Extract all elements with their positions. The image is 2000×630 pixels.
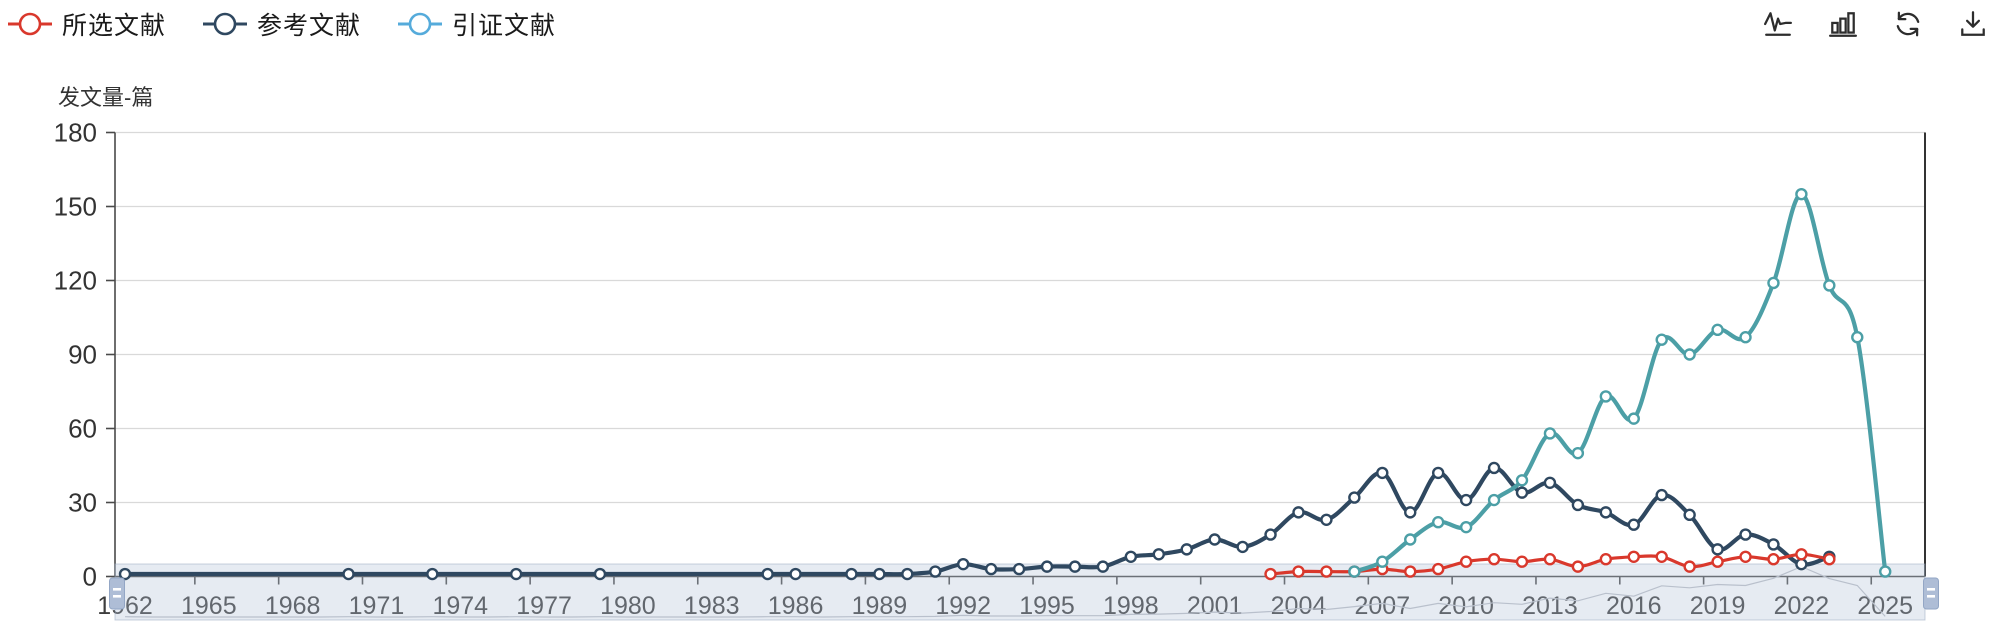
x-tick-label: 2019 — [1690, 592, 1746, 620]
legend-label: 引证文献 — [452, 12, 557, 40]
x-tick-label: 1986 — [768, 592, 824, 620]
x-tick-label: 2010 — [1438, 592, 1494, 620]
x-tick-label: 2001 — [1187, 592, 1243, 620]
x-tick-label: 1983 — [684, 592, 740, 620]
y-tick-label: 120 — [54, 266, 97, 296]
legend-marker-icon — [8, 12, 52, 36]
refresh-icon[interactable] — [1891, 6, 1925, 42]
x-tick-label: 1980 — [600, 592, 656, 620]
x-tick-label: 2013 — [1522, 592, 1578, 620]
series-line-参考文献 — [124, 465, 1830, 577]
chart-toolbar — [1761, 6, 1990, 42]
datazoom-left-handle[interactable] — [109, 577, 125, 610]
line-chart-icon[interactable] — [1761, 6, 1795, 42]
x-tick-label: 1968 — [265, 592, 321, 620]
y-tick-label: 180 — [54, 118, 97, 148]
y-tick-label: 150 — [54, 192, 97, 222]
legend-item-citing-docs[interactable]: 引证文献 — [397, 6, 556, 42]
legend-item-references[interactable]: 参考文献 — [202, 6, 361, 42]
legend-marker-icon — [203, 12, 248, 36]
x-tick-label: 1965 — [181, 592, 237, 620]
x-tick-label: 2004 — [1271, 592, 1327, 620]
download-icon[interactable] — [1956, 6, 1990, 42]
y-axis-name: 发文量-篇 — [58, 85, 154, 110]
legend-marker-icon — [398, 12, 443, 36]
y-tick-label: 60 — [68, 414, 97, 444]
series-markers-所选文献 — [1264, 548, 1836, 581]
legend: 所选文献 参考文献 引证文献 — [7, 6, 556, 42]
x-tick-label: 1989 — [852, 592, 908, 620]
x-tick-label: 1974 — [432, 592, 488, 620]
series-markers-参考文献 — [118, 461, 1836, 581]
datazoom-data-shadow — [124, 565, 1886, 618]
x-tick-label: 1977 — [516, 592, 572, 620]
x-tick-label: 1971 — [349, 592, 405, 620]
datazoom-right-handle[interactable] — [1923, 577, 1939, 610]
legend-label: 参考文献 — [257, 12, 362, 40]
y-tick-label: 90 — [68, 340, 97, 370]
bar-chart-icon[interactable] — [1826, 6, 1860, 42]
legend-label: 所选文献 — [62, 12, 167, 40]
x-tick-label: 2022 — [1774, 592, 1830, 620]
y-tick-label: 30 — [68, 488, 97, 518]
y-tick-label: 0 — [83, 562, 97, 592]
series-line-引证文献 — [1353, 192, 1888, 574]
series-markers-引证文献 — [1348, 187, 1892, 578]
legend-item-selected-docs[interactable]: 所选文献 — [7, 6, 166, 42]
